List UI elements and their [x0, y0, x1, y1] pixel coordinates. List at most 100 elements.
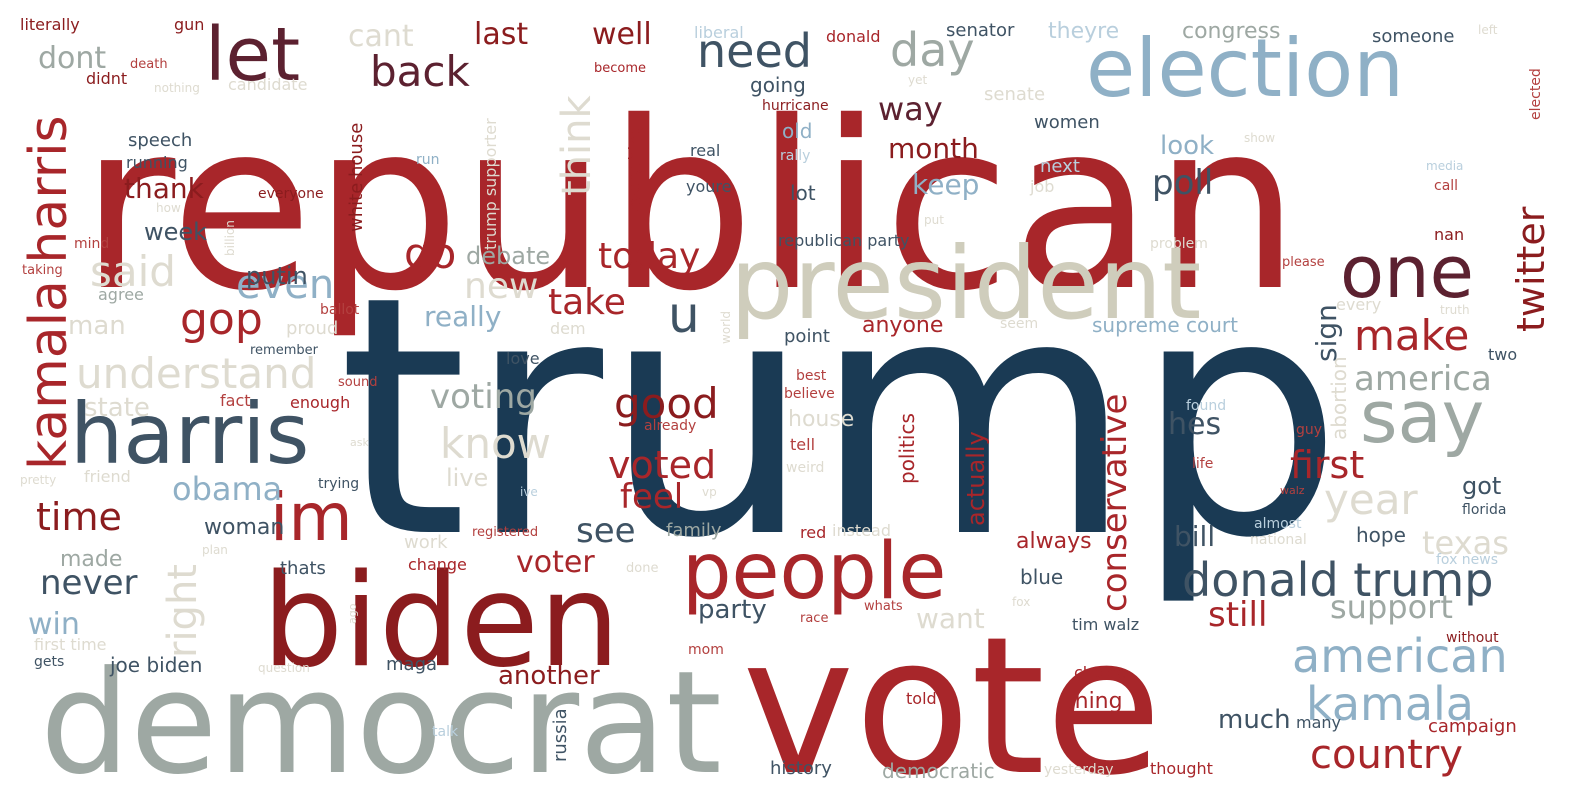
cloud-word-death: death: [130, 57, 168, 72]
cloud-word-last: last: [474, 17, 528, 52]
cloud-word-fox-news: fox news: [1436, 552, 1498, 568]
cloud-word-walz: walz: [1280, 484, 1305, 497]
cloud-word-say: say: [1360, 375, 1484, 459]
cloud-word-take: take: [548, 282, 626, 323]
cloud-word-ive: ive: [520, 485, 538, 499]
cloud-word-real: real: [690, 141, 720, 160]
cloud-word-everyone: everyone: [258, 186, 324, 202]
cloud-word-hes: hes: [1168, 407, 1221, 442]
cloud-word-enough: enough: [290, 393, 350, 412]
cloud-word-well: well: [592, 17, 652, 52]
cloud-word-thought: thought: [1150, 759, 1213, 778]
cloud-word-harris: harris: [70, 385, 309, 483]
cloud-word-put: put: [924, 213, 944, 227]
cloud-word-bill: bill: [1174, 520, 1215, 553]
cloud-word-country: country: [1310, 732, 1463, 778]
cloud-word-need: need: [697, 24, 812, 78]
cloud-word-someone: someone: [1372, 26, 1455, 47]
cloud-word-republican-party: republican party: [778, 231, 910, 250]
cloud-word-sound: sound: [338, 375, 377, 390]
cloud-word-texas: texas: [1422, 524, 1509, 562]
cloud-word-yet: yet: [908, 73, 927, 87]
cloud-word-tim-walz: tim walz: [1072, 615, 1139, 634]
cloud-word-question: question: [258, 661, 310, 675]
cloud-word-plan: plan: [202, 543, 228, 557]
cloud-word-running: running: [126, 153, 188, 172]
cloud-word-proud: proud: [286, 318, 338, 339]
cloud-word-problem: problem: [1150, 236, 1208, 252]
cloud-word-still: still: [1208, 595, 1267, 635]
cloud-word-choice: choice: [1074, 663, 1126, 682]
cloud-word-understand: understand: [76, 349, 316, 398]
cloud-word-please: please: [1282, 255, 1325, 270]
cloud-word-every: every: [1336, 295, 1381, 314]
cloud-word-ask: ask: [350, 436, 369, 449]
cloud-word-history: history: [770, 758, 832, 779]
cloud-word-american: american: [1292, 629, 1508, 683]
cloud-word-twitter: twitter: [1509, 206, 1553, 332]
cloud-word-elected: elected: [1528, 68, 1544, 120]
cloud-word-want: want: [916, 602, 985, 635]
cloud-word-trying: trying: [318, 476, 359, 492]
cloud-word-left: left: [1478, 23, 1498, 37]
cloud-word-liberal: liberal: [694, 23, 744, 42]
cloud-word-agree: agree: [98, 285, 144, 304]
cloud-word-run: run: [416, 152, 440, 168]
cloud-word-u: u: [668, 286, 700, 344]
cloud-word-many: many: [1296, 713, 1341, 732]
cloud-word-trump: trump: [338, 226, 1343, 610]
cloud-word-whats: whats: [864, 599, 903, 614]
cloud-word-theyre: theyre: [1048, 19, 1119, 44]
cloud-word-next: next: [1040, 156, 1080, 177]
cloud-word-putin: putin: [246, 262, 308, 290]
cloud-word-become: become: [594, 61, 646, 76]
cloud-word-politics: politics: [895, 413, 919, 484]
cloud-word-voter: voter: [516, 545, 595, 580]
cloud-word-campaign: campaign: [1428, 716, 1517, 737]
cloud-word-way: way: [878, 90, 943, 128]
cloud-word-house: house: [788, 407, 854, 432]
cloud-word-debate: debate: [466, 242, 550, 270]
cloud-word-republican: republican: [80, 72, 1300, 342]
cloud-word-love: love: [506, 349, 540, 368]
cloud-word-believe: believe: [784, 386, 835, 402]
cloud-word-senator: senator: [946, 20, 1015, 41]
cloud-word-actually: actually: [962, 431, 990, 526]
cloud-word-made: made: [60, 547, 122, 572]
cloud-word-said: said: [90, 247, 176, 296]
cloud-word-seem: seem: [1000, 316, 1038, 332]
cloud-word-senate: senate: [984, 84, 1045, 105]
cloud-word-year: year: [1324, 475, 1418, 524]
cloud-word-congress: congress: [1182, 19, 1280, 44]
cloud-word-know: know: [440, 419, 551, 468]
cloud-word-told: told: [906, 689, 937, 708]
cloud-word-white-house: white house: [346, 123, 367, 232]
cloud-word-already: already: [644, 418, 696, 434]
cloud-word-guy: guy: [1296, 422, 1322, 438]
cloud-word-think: think: [554, 95, 600, 197]
cloud-word-lot: lot: [790, 181, 816, 205]
cloud-word-vp: vp: [702, 485, 717, 499]
cloud-word-see: see: [576, 511, 636, 551]
cloud-word-hope: hope: [1356, 523, 1406, 547]
cloud-word-woman: woman: [204, 515, 284, 540]
cloud-word-done: done: [626, 561, 658, 576]
cloud-word-fact: fact: [220, 391, 251, 410]
cloud-word-tell: tell: [790, 435, 815, 454]
cloud-word-new: new: [464, 266, 538, 307]
cloud-word-found: found: [1186, 398, 1226, 414]
cloud-word-life: life: [1192, 456, 1213, 472]
cloud-word-red: red: [800, 523, 826, 542]
cloud-word-sign: sign: [1310, 304, 1343, 362]
cloud-word-im: im: [270, 479, 353, 556]
cloud-word-literally: literally: [20, 15, 80, 34]
cloud-word-youre: youre: [686, 177, 731, 196]
cloud-word-voted: voted: [608, 443, 716, 487]
cloud-word-truth: truth: [1440, 303, 1470, 317]
cloud-word-russia: russia: [550, 708, 571, 762]
cloud-word-without: without: [1446, 630, 1499, 646]
cloud-word-america: america: [1354, 359, 1492, 399]
cloud-word-media: media: [1426, 159, 1463, 173]
cloud-word-donald-trump: donald trump: [1182, 553, 1493, 607]
cloud-word-registered: registered: [472, 525, 538, 540]
